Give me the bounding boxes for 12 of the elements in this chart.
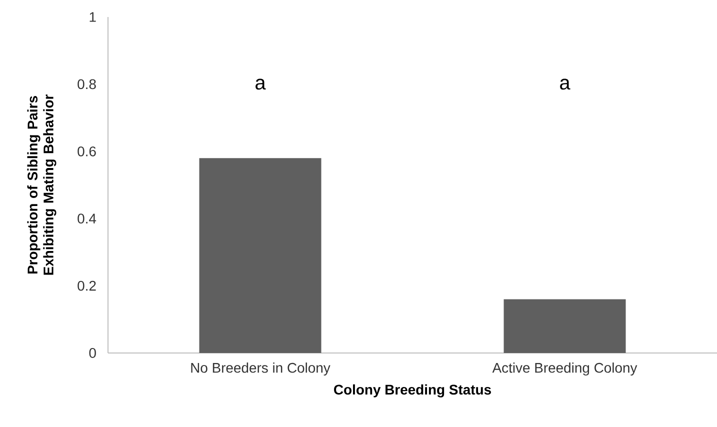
annotation: a [256,78,266,90]
x-tick-label: Active Breeding Colony [492,362,638,376]
x-tick-label: No Breeders in Colony [191,362,330,376]
y-tick-label: 0.6 [78,146,96,156]
y-axis-title: Proportion of Sibling Pairs Exhibiting Mating Behavior [27,94,56,275]
annotation: a [560,78,570,90]
y-tick-label: 0.2 [78,280,96,291]
y-tick-label: 1 [90,12,96,22]
x-axis-title: Colony Breeding Status [334,384,491,398]
y-tick-label: 0 [89,348,96,358]
y-tick-label: 0.8 [78,79,96,90]
y-tick-label: 0.4 [78,214,96,224]
